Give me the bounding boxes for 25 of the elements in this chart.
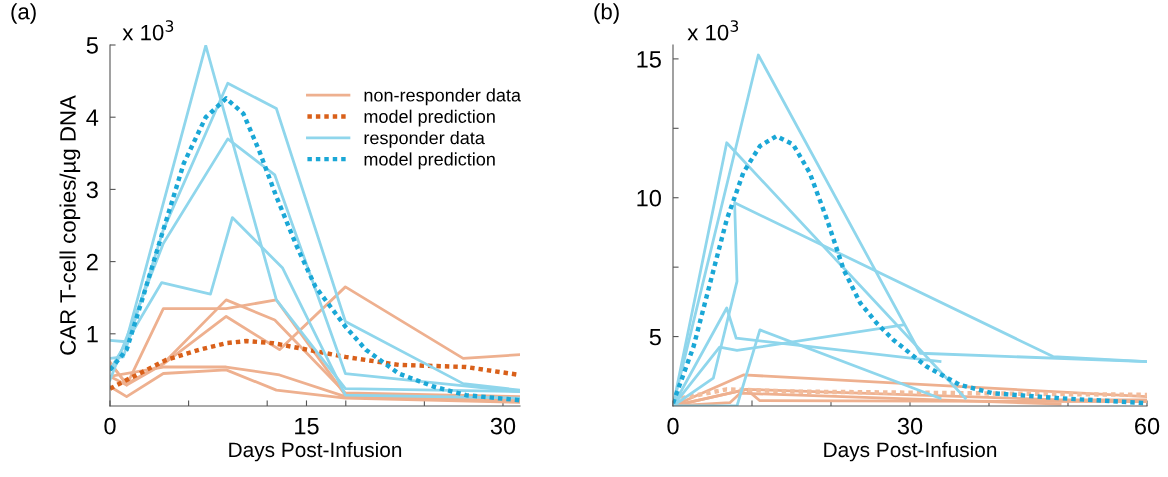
x-axis-title: Days Post-Infusion — [229, 441, 402, 462]
text: (b) — [594, 3, 619, 24]
x-axis-title: Days Post-Infusion — [824, 441, 997, 462]
y-tick-label: 4 — [86, 109, 99, 126]
legend-label: model prediction — [364, 109, 495, 127]
legend-label: responder data — [364, 131, 485, 148]
text: (a) — [11, 3, 36, 24]
y-tick-label: 5 — [649, 328, 661, 346]
y-tick-label: 15 — [637, 51, 661, 68]
y-tick-label: 5 — [86, 37, 98, 54]
text: x 10$^{3}$ — [687, 20, 739, 41]
y-tick-label: 10 — [637, 189, 661, 207]
text: x 10$^{3}$ — [122, 20, 174, 41]
y-tick-label: 3 — [86, 181, 98, 199]
x-tick-label: 60 — [1135, 417, 1160, 435]
y-axis-title: CAR T-cell copies/µg DNA — [59, 95, 81, 355]
x-tick-label: 30 — [490, 417, 516, 435]
x-tick-label: 30 — [897, 417, 923, 435]
x-tick-label: 0 — [667, 417, 679, 435]
legend-label: non-responder data — [364, 88, 521, 106]
x-tick-label: 15 — [295, 417, 319, 435]
y-tick-label: 1 — [87, 326, 98, 343]
y-tick-label: 2 — [86, 253, 98, 271]
legend-label: model prediction — [364, 152, 495, 170]
x-tick-label: 0 — [104, 417, 116, 435]
